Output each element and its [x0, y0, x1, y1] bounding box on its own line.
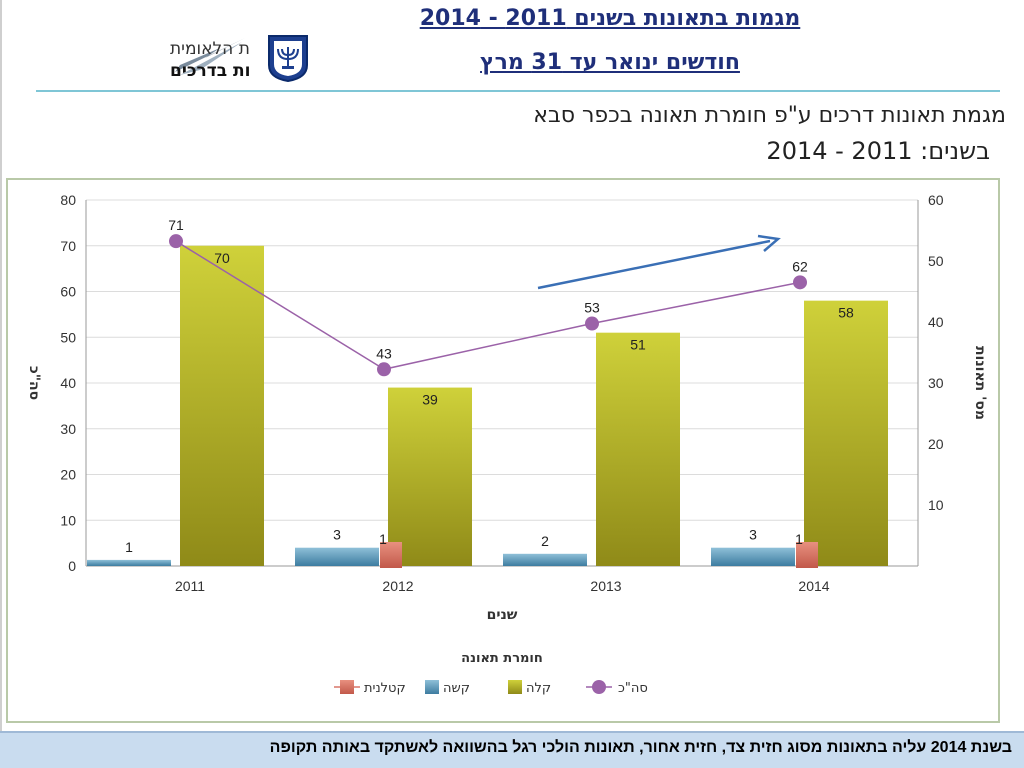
total-point-label: 71	[168, 217, 184, 233]
bar-severe-label: 1	[125, 539, 133, 555]
y-tick-label: 60	[60, 284, 76, 300]
y2-tick-label: 20	[928, 436, 944, 452]
total-point-label: 43	[376, 345, 392, 361]
total-point	[377, 362, 391, 377]
y-tick-label: 40	[60, 375, 76, 391]
bar-severe-label: 3	[749, 527, 757, 543]
bar-light	[804, 300, 888, 566]
chart-heading: מגמת תאונות דרכים ע"פ חומרת תאונה בכפר ס…	[533, 103, 1006, 128]
total-line	[175, 240, 801, 371]
bar-severe-label: 3	[333, 527, 341, 543]
footer-note: בשנת 2014 עליה בתאונות מסוג חזית צד, חזי…	[269, 739, 1012, 756]
bar-fatal-label: 1	[795, 531, 803, 547]
legend-fatal-swatch	[340, 680, 354, 694]
accident-trend-chart: 0 10 20 30 40 50 60 70 80 10 20 30 40 50 60 70 1 2011 39 3 1…	[26, 192, 988, 696]
bar-light-label: 70	[214, 250, 230, 266]
y-tick-label: 20	[60, 467, 76, 483]
x-tick-label: 2014	[798, 578, 829, 594]
y-tick-label: 10	[60, 512, 76, 528]
y2-tick-label: 30	[928, 375, 944, 391]
bar-severe	[503, 553, 587, 566]
y-tick-label: 50	[60, 329, 76, 345]
trend-arrow	[537, 239, 771, 290]
x-tick-label: 2011	[175, 578, 205, 594]
bar-fatal	[796, 542, 818, 568]
bar-light	[388, 387, 472, 566]
legend-light-label: קלה	[526, 681, 551, 696]
x-tick-label: 2012	[382, 578, 413, 594]
bar-severe	[87, 559, 171, 566]
footer-bar: בשנת 2014 עליה בתאונות מסוג חזית צד, חזי…	[0, 731, 1024, 768]
logo-line1: הרשות הלאומית	[170, 39, 250, 59]
x-axis-title: שנים	[487, 607, 518, 623]
y-axis-title: סה"כ	[26, 366, 42, 400]
y-tick-label: 70	[60, 238, 76, 254]
bar-severe	[711, 547, 795, 566]
y2-tick-label: 10	[928, 497, 944, 513]
bar-severe-label: 2	[541, 533, 549, 549]
left-border	[0, 0, 2, 740]
road-safety-logo: הרשות הלאומית לבטיחות בדרכים	[30, 30, 299, 85]
header-divider	[36, 90, 1000, 92]
bar-light-label: 39	[422, 392, 438, 408]
y2-tick-label: 60	[928, 192, 944, 208]
total-point-label: 53	[584, 300, 600, 316]
legend-severe-label: קשה	[443, 681, 470, 696]
chart-years-heading: בשנים: 2011 - 2014	[766, 137, 990, 165]
chart-frame: 0 10 20 30 40 50 60 70 80 10 20 30 40 50 60 70 1 2011 39 3 1…	[6, 178, 1000, 723]
y-tick-label: 30	[60, 421, 76, 437]
page-subtitle: חודשים ינואר עד 31 מרץ	[480, 50, 740, 75]
legend-total-marker	[592, 680, 606, 694]
legend-fatal-label: קטלנית	[364, 681, 406, 696]
y2-tick-label: 40	[928, 314, 944, 330]
bar-fatal-label: 1	[379, 531, 387, 547]
bar-light	[596, 332, 680, 566]
y2-axis-title: מס' תאונות	[972, 346, 988, 420]
logo-line2: לבטיחות בדרכים	[170, 61, 250, 81]
bar-fatal	[380, 542, 402, 568]
legend-total-label: סה"כ	[618, 681, 648, 696]
total-point	[585, 316, 599, 331]
total-point	[169, 234, 183, 249]
y-tick-label: 0	[68, 558, 76, 574]
legend-title: חומרת תאונה	[461, 651, 543, 666]
y2-tick-label: 50	[928, 253, 944, 269]
total-point	[793, 275, 807, 290]
bar-light	[180, 245, 264, 566]
page-title: מגמות בתאונות בשנים 2011 - 2014	[419, 6, 801, 31]
bar-light-label: 58	[838, 305, 854, 321]
legend-severe-swatch	[425, 680, 439, 694]
bar-light-label: 51	[630, 337, 646, 353]
y-tick-label: 80	[60, 192, 76, 208]
state-emblem-icon	[266, 33, 310, 83]
bar-severe	[295, 547, 379, 566]
trend-arrow-head	[757, 234, 781, 252]
x-tick-label: 2013	[590, 578, 621, 594]
legend-light-swatch	[508, 680, 522, 694]
total-point-label: 62	[792, 258, 808, 274]
